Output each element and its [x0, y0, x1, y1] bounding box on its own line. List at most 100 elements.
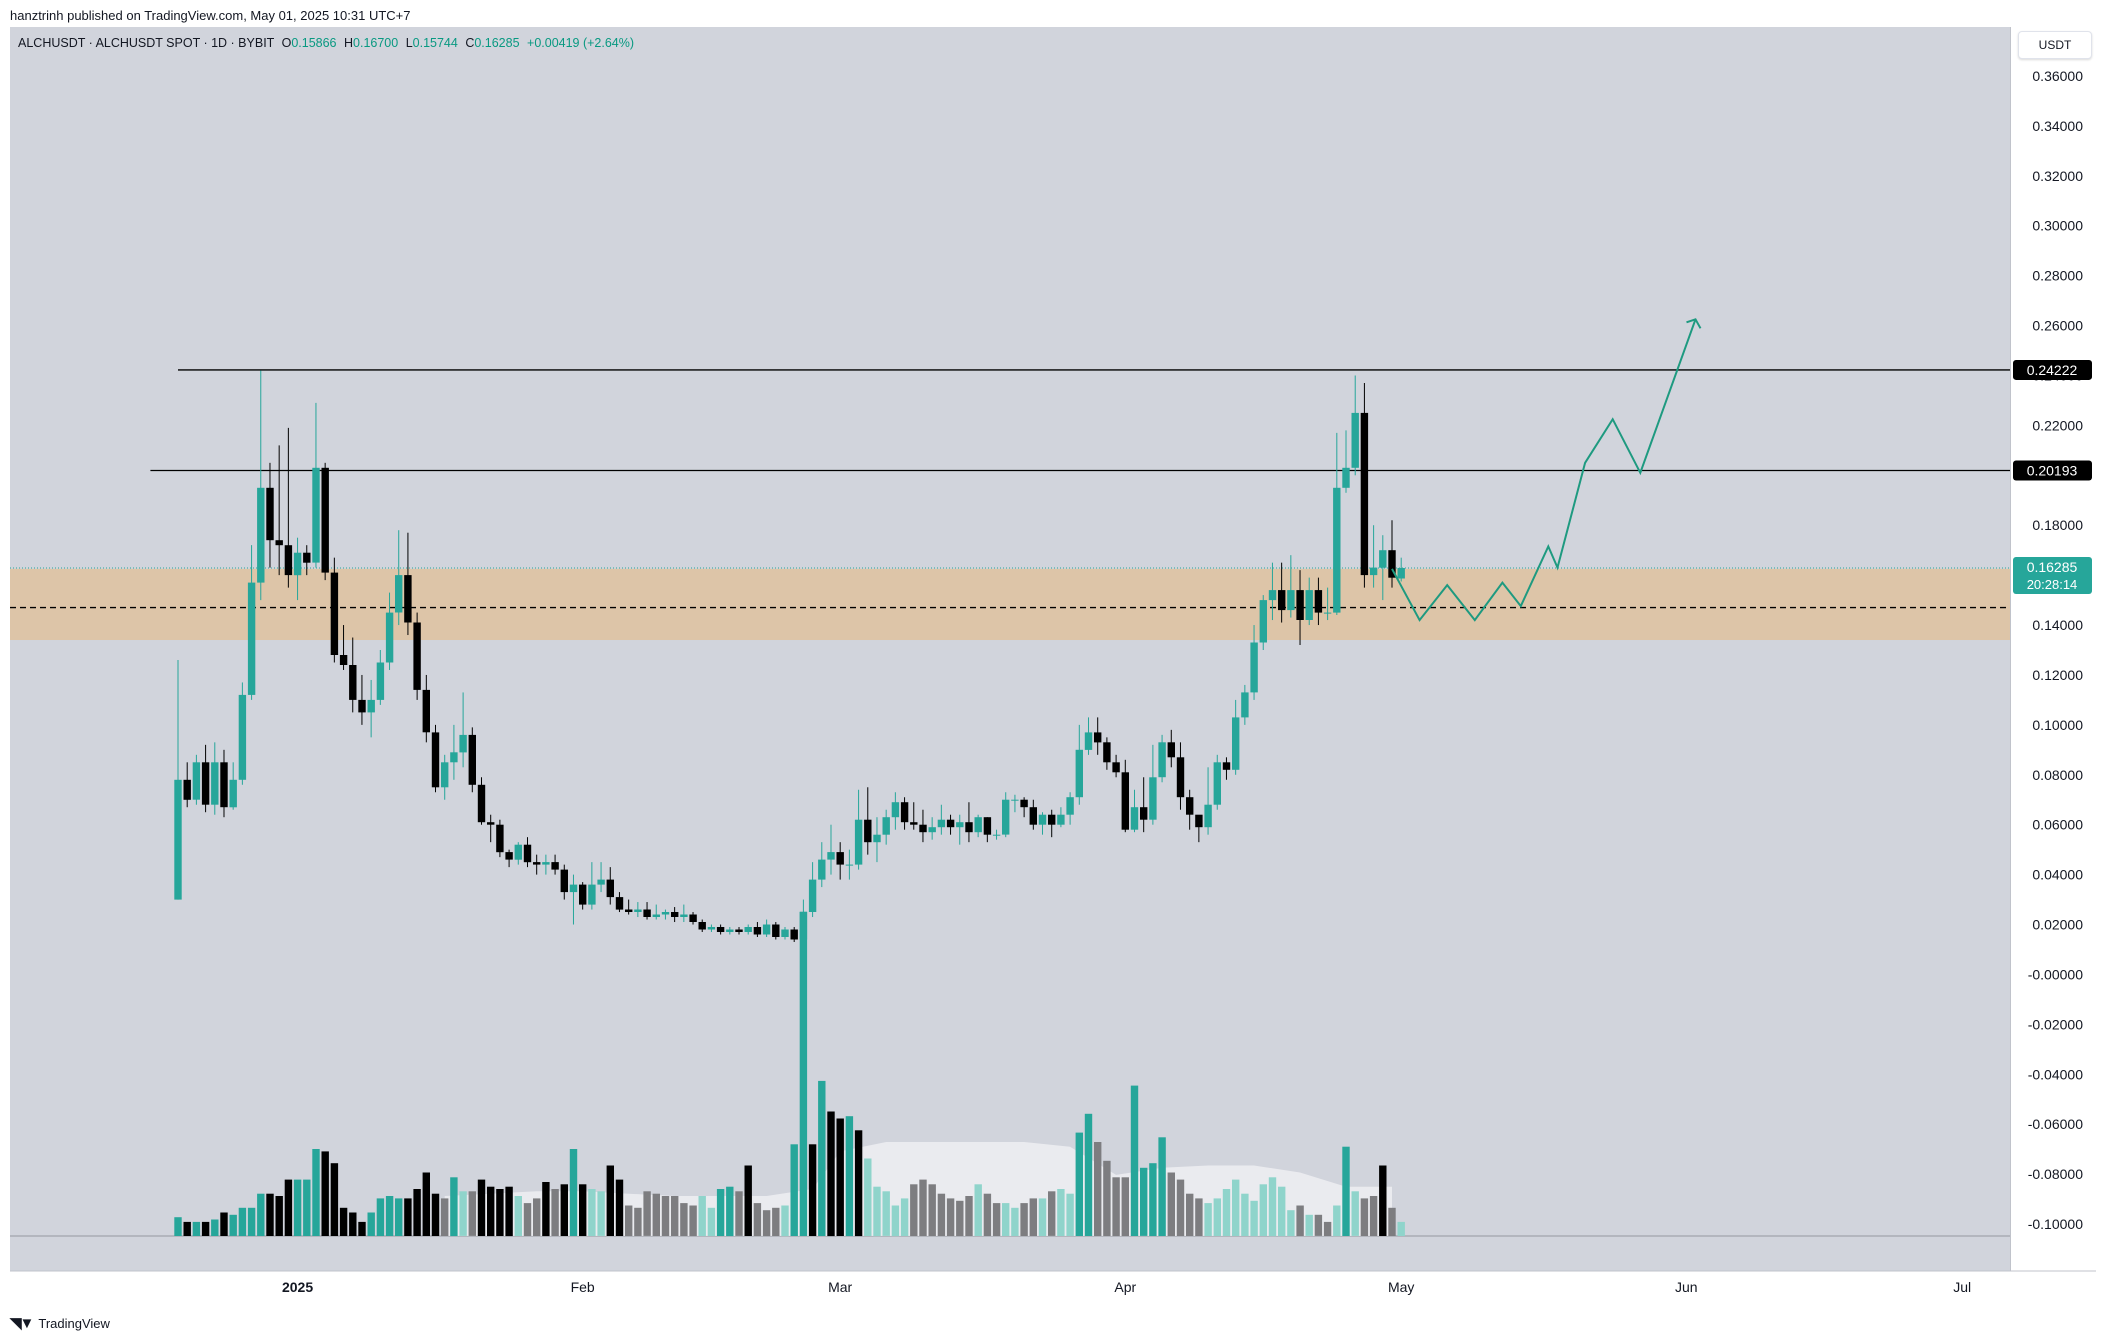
volume-bar	[174, 1217, 182, 1236]
volume-bar	[643, 1191, 651, 1236]
candle-body	[1158, 742, 1166, 778]
level-price-badge	[2013, 359, 2092, 380]
candle-body	[818, 859, 826, 880]
candle-body	[845, 864, 854, 866]
y-tick-label: 0.26000	[2032, 318, 2083, 334]
candle-body	[238, 694, 247, 780]
footer-brand[interactable]: TradingView	[38, 1315, 110, 1331]
candle-body	[385, 612, 394, 663]
volume-bar	[919, 1179, 927, 1236]
y-tick-label: 0.30000	[2032, 218, 2083, 234]
tradingview-logo-icon[interactable]: ◥▼	[10, 1315, 34, 1332]
candle-body	[431, 732, 440, 788]
candle-body	[1388, 550, 1396, 578]
volume-bar	[671, 1196, 679, 1236]
candle-body	[229, 779, 237, 808]
volume-bar	[477, 1179, 486, 1236]
x-tick-label: May	[1388, 1279, 1414, 1295]
candle-body	[459, 734, 467, 753]
candle-body	[303, 552, 311, 563]
volume-bar	[303, 1179, 311, 1236]
volume-bar	[1204, 1203, 1212, 1236]
volume-bar	[1066, 1193, 1074, 1236]
y-tick-label: 0.12000	[2032, 667, 2083, 683]
volume-bar	[1342, 1146, 1350, 1236]
candle-body	[790, 929, 798, 940]
candle-body	[1075, 749, 1083, 798]
volume-bar	[882, 1191, 890, 1236]
candle-body	[247, 582, 256, 695]
y-tick-label: -0.08000	[2028, 1166, 2083, 1182]
volume-bar	[339, 1207, 348, 1236]
candle-body	[891, 802, 900, 818]
open-label: O	[281, 36, 292, 50]
candle-body	[882, 817, 890, 835]
y-tick-label: -0.06000	[2028, 1116, 2083, 1132]
symbol-legend: ALCHUSDT · ALCHUSDT SPOT · 1D · BYBIT O 0…	[18, 36, 634, 50]
candle-body	[1176, 757, 1185, 798]
y-tick-label: 0.06000	[2032, 817, 2083, 833]
candle-body	[1038, 814, 1047, 825]
volume-bar	[588, 1189, 596, 1236]
volume-bar	[413, 1189, 421, 1236]
candle-body	[1259, 600, 1267, 643]
volume-bar	[606, 1165, 614, 1236]
candle-body	[1360, 412, 1369, 576]
candle-body	[625, 909, 633, 912]
y-tick-label: 0.34000	[2032, 118, 2083, 134]
low-value: 0.15744	[412, 36, 458, 50]
symbol-info[interactable]: ALCHUSDT · ALCHUSDT SPOT · 1D · BYBIT	[18, 36, 275, 50]
volume-bar	[1351, 1191, 1359, 1236]
volume-bar	[790, 1144, 798, 1236]
candle-body	[1167, 742, 1175, 758]
price-axis-area[interactable]	[2011, 27, 2096, 1271]
volume-bar	[422, 1172, 430, 1236]
volume-bar	[1241, 1193, 1249, 1236]
volume-bar	[284, 1179, 293, 1236]
volume-bar	[450, 1177, 458, 1237]
candle-body	[1066, 797, 1074, 815]
volume-bar	[1397, 1221, 1405, 1236]
candle-body	[358, 699, 366, 713]
candle-body	[1305, 590, 1313, 620]
volume-bar	[1103, 1160, 1111, 1236]
candle-body	[615, 897, 624, 910]
volume-bar	[1121, 1177, 1129, 1237]
volume-bar	[634, 1207, 642, 1236]
volume-bar	[1195, 1198, 1203, 1236]
volume-bar	[965, 1196, 973, 1236]
volume-bar	[698, 1196, 706, 1236]
volume-bar	[376, 1198, 385, 1236]
candle-body	[1186, 797, 1194, 815]
candle-body	[551, 862, 559, 870]
candle-body	[1342, 467, 1350, 488]
candle-body	[487, 822, 495, 825]
candle-body	[854, 819, 863, 865]
volume-bar	[1038, 1198, 1047, 1236]
candle-body	[799, 912, 808, 940]
candle-body	[284, 545, 293, 576]
volume-bar	[1369, 1196, 1378, 1236]
candle-body	[1314, 590, 1323, 613]
volume-bar	[404, 1198, 412, 1236]
volume-bar	[431, 1193, 440, 1236]
candle-body	[1278, 590, 1286, 611]
level-price-label: 0.20193	[2027, 462, 2078, 478]
volume-bar	[1323, 1221, 1332, 1236]
y-tick-label: -0.02000	[2028, 1016, 2083, 1032]
candle-body	[634, 909, 642, 912]
high-value: 0.16700	[353, 36, 399, 50]
volume-bar	[293, 1179, 302, 1236]
candle-body	[330, 572, 339, 655]
last-price-badge	[2013, 557, 2092, 595]
candle-body	[772, 924, 780, 937]
candle-body	[1232, 717, 1240, 770]
volume-bar	[1213, 1198, 1221, 1236]
volume-bar	[1250, 1200, 1258, 1237]
candle-body	[533, 862, 541, 865]
volume-bar	[1296, 1205, 1304, 1237]
currency-button[interactable]: USDT	[2018, 31, 2092, 59]
candle-body	[965, 822, 973, 833]
volume-bar	[900, 1198, 909, 1236]
volume-bar	[983, 1193, 992, 1236]
